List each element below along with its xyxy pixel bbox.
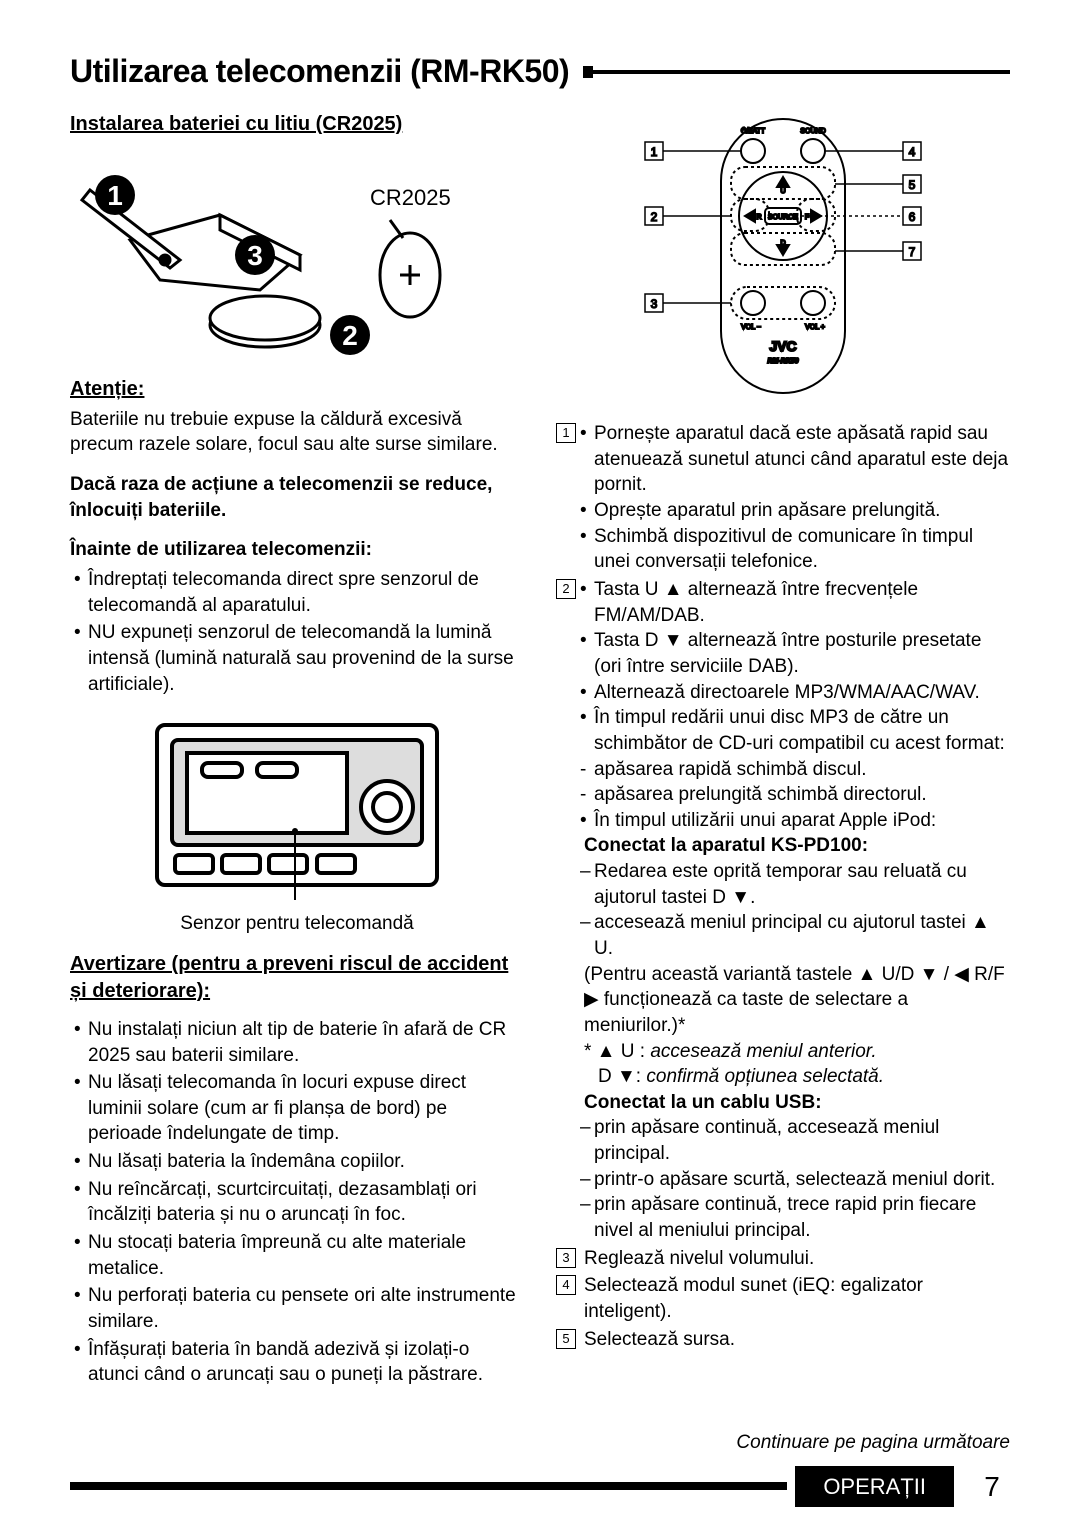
title-rule xyxy=(583,70,1010,74)
ks-paren: (Pentru această variantă tastele ▲ U/D ▼… xyxy=(584,962,1010,1039)
page-footer: OPERAȚII 7 xyxy=(70,1467,1010,1505)
svg-text:1: 1 xyxy=(107,180,123,211)
warning-heading: Avertizare (pentru a preveni riscul de a… xyxy=(70,951,524,1005)
footer-rule xyxy=(70,1482,787,1490)
callout-4: 4 xyxy=(556,1275,576,1295)
svg-text:SOUND: SOUND xyxy=(800,128,825,135)
svg-text:1: 1 xyxy=(651,145,658,159)
list-item: prin apăsare continuă, trece rapid prin … xyxy=(584,1192,1010,1243)
svg-text:⏻/I/ATT: ⏻/I/ATT xyxy=(741,127,766,135)
sensor-diagram xyxy=(147,715,447,905)
list-item: Nu instalați niciun alt tip de baterie î… xyxy=(70,1017,524,1068)
list-item: Schimbă dispozitivul de comunicare în ti… xyxy=(584,524,1010,575)
svg-text:D: D xyxy=(780,240,785,247)
right-column: ⏻/I/ATT SOUND SOURCE U D R F xyxy=(556,111,1010,1390)
list-item: Tasta D ▼ alternează între posturile pre… xyxy=(584,628,1010,679)
desc-item-4: 4 Selectează modul sunet (iEQ: egalizato… xyxy=(556,1273,1010,1324)
svg-text:5: 5 xyxy=(909,178,916,192)
usb-heading: Conectat la un cablu USB: xyxy=(584,1090,1010,1116)
before-use-heading: Înainte de utilizarea telecomenzii: xyxy=(70,537,524,563)
desc-item-3: 3 Reglează nivelul volumului. xyxy=(556,1246,1010,1272)
svg-text:7: 7 xyxy=(909,245,916,259)
list-item: accesează meniul principal cu ajutorul t… xyxy=(584,910,1010,961)
attention-text: Bateriile nu trebuie expuse la căldură e… xyxy=(70,407,524,458)
svg-text:2: 2 xyxy=(651,210,658,224)
svg-text:3: 3 xyxy=(651,297,658,311)
svg-text:F: F xyxy=(805,214,809,221)
battery-install-diagram: 1 3 2 CR2025 xyxy=(70,160,450,360)
desc-text: Reglează nivelul volumului. xyxy=(584,1248,814,1269)
svg-text:VOL −: VOL − xyxy=(741,324,761,331)
list-item: apăsarea prelungită schimbă directorul. xyxy=(584,782,1010,808)
continuation-note: Continuare pe pagina următoare xyxy=(70,1430,1010,1456)
list-item: Îndreptați telecomanda direct spre senzo… xyxy=(70,567,524,618)
left-column: Instalarea bateriei cu litiu (CR2025) xyxy=(70,111,524,1390)
svg-text:R: R xyxy=(756,214,761,221)
svg-text:U: U xyxy=(780,188,785,195)
battery-model-label: CR2025 xyxy=(370,185,450,210)
svg-text:VOL +: VOL + xyxy=(805,324,825,331)
list-item: NU expuneți senzorul de telecomandă la l… xyxy=(70,620,524,697)
svg-text:4: 4 xyxy=(909,145,916,159)
svg-text:2: 2 xyxy=(342,320,358,351)
button-descriptions: 1 Pornește aparatul dacă este apăsată ra… xyxy=(556,421,1010,1352)
attention-heading: Atenție: xyxy=(70,376,524,403)
list-item: Nu stocați bateria împreună cu alte mate… xyxy=(70,1230,524,1281)
desc-text: Selectează sursa. xyxy=(584,1329,735,1350)
list-item: apăsarea rapidă schimbă discul. xyxy=(584,757,1010,783)
list-item: Nu perforați bateria cu pensete ori alte… xyxy=(70,1283,524,1334)
page-number: 7 xyxy=(974,1468,1010,1506)
list-item: printr-o apăsare scurtă, selectează meni… xyxy=(584,1167,1010,1193)
warning-list: Nu instalați niciun alt tip de baterie î… xyxy=(70,1017,524,1388)
footer-section-label: OPERAȚII xyxy=(795,1466,954,1508)
sensor-caption: Senzor pentru telecomandă xyxy=(70,911,524,937)
list-item: Alternează directoarele MP3/WMA/AAC/WAV. xyxy=(584,680,1010,706)
list-item: Nu lăsați telecomanda în locuri expuse d… xyxy=(70,1070,524,1147)
callout-1: 1 xyxy=(556,423,576,443)
svg-text:RM-RK50: RM-RK50 xyxy=(767,358,798,365)
list-item: Redarea este oprită temporar sau reluată… xyxy=(584,859,1010,910)
ks-note1: * ▲ U : accesează meniul anterior. xyxy=(584,1039,1010,1065)
svg-text:6: 6 xyxy=(909,210,916,224)
reduce-range-text: Dacă raza de acțiune a telecomenzii se r… xyxy=(70,472,524,523)
before-use-list: Îndreptați telecomanda direct spre senzo… xyxy=(70,567,524,697)
list-item: Pornește aparatul dacă este apăsată rapi… xyxy=(584,421,1010,498)
svg-text:SOURCE: SOURCE xyxy=(768,214,798,221)
list-item: Tasta U ▲ alternează între frecvențele F… xyxy=(584,577,1010,628)
page-title: Utilizarea telecomenzii (RM-RK50) xyxy=(70,50,569,93)
desc-item-5: 5 Selectează sursa. xyxy=(556,1327,1010,1353)
list-item: În timpul utilizării unui aparat Apple i… xyxy=(584,808,1010,834)
desc-item-1: 1 Pornește aparatul dacă este apăsată ra… xyxy=(556,421,1010,575)
list-item: prin apăsare continuă, accesează meniul … xyxy=(584,1115,1010,1166)
svg-text:3: 3 xyxy=(247,240,263,271)
list-item: Nu reîncărcați, scurtcircuitați, dezasam… xyxy=(70,1177,524,1228)
callout-2: 2 xyxy=(556,579,576,599)
install-heading: Instalarea bateriei cu litiu (CR2025) xyxy=(70,111,524,138)
list-item: Oprește aparatul prin apăsare prelungită… xyxy=(584,498,1010,524)
ks-heading: Conectat la aparatul KS-PD100: xyxy=(584,833,1010,859)
list-item: În timpul redării unui disc MP3 de către… xyxy=(584,705,1010,756)
desc-text: Selectează modul sunet (iEQ: egalizator … xyxy=(584,1275,923,1322)
ks-note2: D ▼: confirmă opțiunea selectată. xyxy=(584,1064,1010,1090)
callout-3: 3 xyxy=(556,1248,576,1268)
callout-5: 5 xyxy=(556,1329,576,1349)
desc-item-2: 2 Tasta U ▲ alternează între frecvențele… xyxy=(556,577,1010,1244)
remote-diagram: ⏻/I/ATT SOUND SOURCE U D R F xyxy=(603,111,963,401)
svg-text:JVC: JVC xyxy=(769,338,796,354)
list-item: Nu lăsați bateria la îndemâna copiilor. xyxy=(70,1149,524,1175)
list-item: Înfășurați bateria în bandă adezivă și i… xyxy=(70,1337,524,1388)
